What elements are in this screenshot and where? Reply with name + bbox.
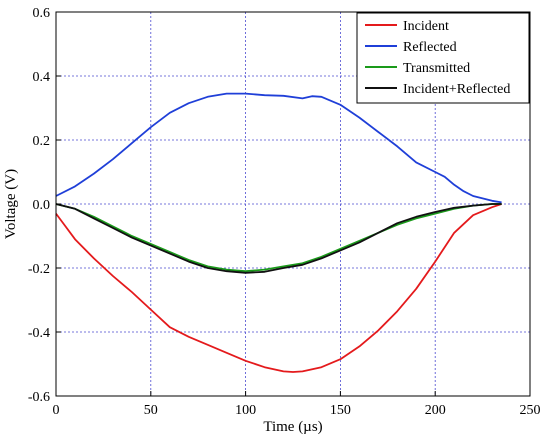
series-lines (55, 92, 502, 373)
legend-label-incident: Incident (403, 19, 449, 34)
y-tick-label: 0.6 (33, 6, 51, 21)
y-tick-label: 0.4 (33, 70, 51, 85)
y-axis-title: Voltage (V) (3, 169, 19, 239)
axis-ticks: 0 50 100 150 200 250 -0.6 -0.4 -0.2 0.0 0.2 0.4 0.6 (28, 6, 541, 418)
legend-label-reflected: Reflected (403, 40, 457, 55)
y-tick-label: 0.0 (33, 198, 51, 213)
y-tick-label: -0.2 (28, 262, 50, 277)
y-tick-label: 0.2 (33, 134, 51, 149)
series-line-reflected (55, 92, 502, 204)
x-tick-label: 50 (144, 403, 158, 418)
x-tick-label: 0 (53, 403, 60, 418)
series-line-incident (55, 203, 502, 373)
series-line-incident-reflected (55, 203, 502, 274)
x-tick-label: 100 (235, 403, 256, 418)
x-tick-label: 200 (425, 403, 446, 418)
y-tick-label: -0.4 (28, 326, 50, 341)
x-axis-title: Time (µs) (263, 419, 322, 435)
series-line-transmitted (55, 203, 502, 273)
y-tick-label: -0.6 (28, 390, 50, 405)
x-tick-label: 150 (330, 403, 351, 418)
legend: Incident Reflected Transmitted Incident+Ref… (356, 12, 530, 104)
legend-label-transmitted: Transmitted (403, 61, 470, 76)
legend-label-incident-reflected: Incident+Reflected (403, 82, 510, 97)
x-tick-label: 250 (520, 403, 541, 418)
